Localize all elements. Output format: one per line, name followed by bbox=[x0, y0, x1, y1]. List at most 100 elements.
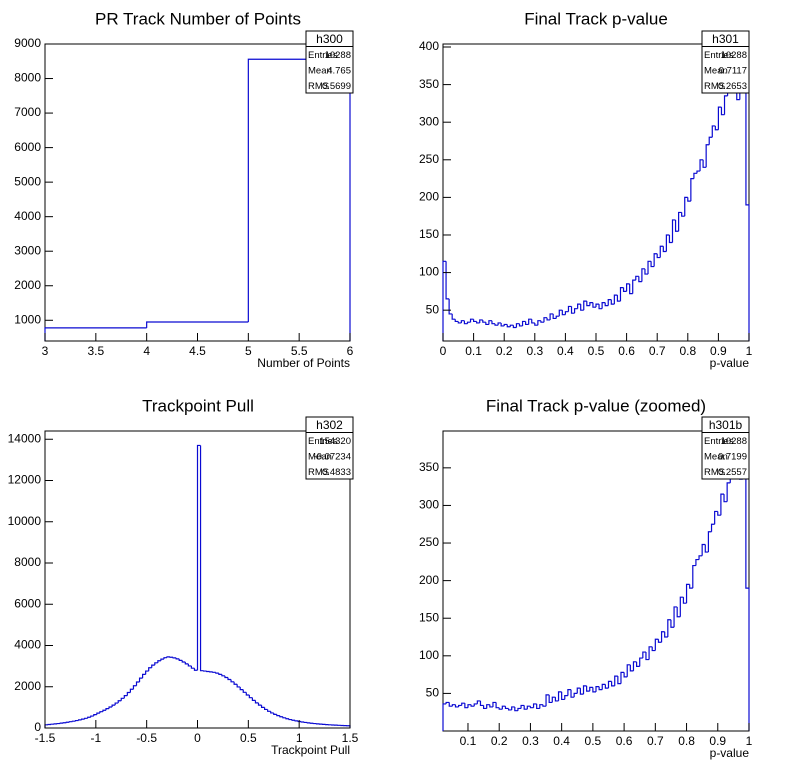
histogram-bin bbox=[639, 657, 643, 667]
y-tick-label: 14000 bbox=[8, 431, 42, 445]
histogram-bin bbox=[689, 584, 693, 589]
x-tick-label: 0.5 bbox=[588, 344, 605, 358]
histogram-bin bbox=[648, 646, 653, 660]
histogram-bin bbox=[650, 261, 655, 268]
histogram-bin bbox=[720, 107, 725, 116]
histogram-bin bbox=[678, 211, 682, 232]
stats-label: RMS bbox=[308, 467, 329, 478]
histogram-bin bbox=[705, 144, 710, 168]
y-tick-label: 6000 bbox=[14, 140, 41, 154]
histogram-bin bbox=[623, 672, 628, 678]
histogram-bin bbox=[288, 718, 293, 721]
histogram-bin bbox=[525, 321, 529, 326]
histogram-bin bbox=[546, 317, 551, 321]
histogram-bin bbox=[90, 715, 94, 718]
histogram-bin bbox=[245, 692, 250, 696]
histogram-bin bbox=[99, 711, 103, 714]
histogram-bin bbox=[531, 319, 535, 324]
histogram-bin bbox=[488, 320, 492, 325]
histogram-bin bbox=[218, 673, 222, 675]
histogram-bin bbox=[611, 681, 615, 687]
histogram-bin bbox=[520, 704, 525, 709]
y-tick-label: 7000 bbox=[14, 105, 41, 119]
histogram-bin bbox=[500, 322, 505, 327]
histogram-bin bbox=[461, 702, 465, 706]
histogram-bin bbox=[711, 125, 716, 138]
y-tick-label: 250 bbox=[419, 535, 439, 549]
histogram-bin bbox=[586, 301, 590, 307]
histogram-bin bbox=[460, 320, 465, 323]
histogram-bin bbox=[160, 658, 164, 661]
histogram-bin bbox=[696, 170, 701, 174]
histogram-bin bbox=[178, 658, 183, 661]
x-tick-label: 1 bbox=[296, 731, 303, 745]
x-tick-label: 0 bbox=[440, 344, 447, 358]
histogram-bin bbox=[567, 689, 572, 696]
x-tick-label: 0.6 bbox=[618, 344, 635, 358]
histogram-bin bbox=[570, 306, 575, 314]
x-axis-label: Trackpoint Pull bbox=[271, 743, 350, 757]
histogram-bin bbox=[638, 276, 642, 283]
y-tick-label: 100 bbox=[419, 265, 439, 279]
histogram-bin bbox=[77, 719, 82, 721]
histogram-bin bbox=[682, 597, 687, 604]
stats-box bbox=[305, 416, 354, 480]
histogram-bin bbox=[145, 670, 149, 675]
histogram-bin bbox=[635, 275, 639, 281]
histogram-bin bbox=[589, 686, 593, 692]
histogram-bin bbox=[642, 651, 646, 659]
histogram-bin bbox=[68, 721, 73, 723]
histogram-bin bbox=[616, 295, 621, 302]
histogram-bin bbox=[701, 543, 706, 556]
histogram-bin bbox=[681, 212, 685, 217]
x-axis-label: p-value bbox=[710, 746, 750, 760]
histogram-bin bbox=[532, 703, 537, 708]
histogram-bin bbox=[699, 159, 704, 172]
histogram-bin bbox=[717, 106, 722, 130]
histogram-bin bbox=[580, 304, 584, 311]
x-tick-label: 0.4 bbox=[557, 344, 574, 358]
x-axis-label: Number of Points bbox=[257, 356, 350, 370]
histogram-bin bbox=[552, 313, 557, 320]
x-axis-label: p-value bbox=[710, 356, 750, 370]
histogram-bin bbox=[154, 662, 158, 666]
histogram-bin bbox=[573, 692, 578, 698]
histogram-bin bbox=[670, 619, 675, 628]
stats-title: h301 bbox=[712, 32, 739, 46]
histogram-bin bbox=[723, 494, 728, 503]
stats-label: RMS bbox=[308, 81, 329, 92]
histogram-bin bbox=[491, 320, 496, 325]
y-tick-label: 6000 bbox=[14, 596, 41, 610]
stats-box bbox=[305, 30, 354, 94]
histogram-bin bbox=[224, 675, 228, 679]
histogram-bin bbox=[626, 664, 631, 677]
histogram-bin bbox=[172, 657, 177, 659]
x-tick-label: 0.9 bbox=[709, 734, 726, 748]
histogram-bin bbox=[282, 716, 286, 719]
histogram-bin bbox=[270, 711, 274, 714]
histogram-bin bbox=[515, 323, 520, 328]
histogram-bin bbox=[294, 720, 299, 722]
histogram-bin bbox=[692, 564, 696, 589]
histogram-bin bbox=[199, 445, 204, 672]
histogram-bin bbox=[184, 662, 189, 665]
histogram-bin bbox=[120, 697, 125, 701]
x-tick-label: 0.7 bbox=[647, 734, 664, 748]
histogram-bin bbox=[557, 691, 562, 701]
histogram-bin bbox=[111, 704, 116, 707]
histogram-bin bbox=[564, 695, 568, 700]
histogram-bin bbox=[579, 688, 584, 695]
histogram-bin bbox=[248, 695, 253, 699]
stats-box bbox=[701, 30, 750, 94]
histogram-bin bbox=[702, 159, 707, 168]
histogram-bin bbox=[685, 583, 690, 604]
histogram-bin bbox=[123, 695, 128, 699]
histogram-bin bbox=[454, 704, 459, 708]
x-tick-label: 0.8 bbox=[679, 344, 696, 358]
histogram-bin bbox=[555, 315, 560, 319]
stats-value: 0.2557 bbox=[718, 467, 747, 478]
stats-label: RMS bbox=[704, 81, 725, 92]
stats-label: Mean bbox=[308, 451, 332, 462]
stats-value: 0.7117 bbox=[719, 65, 747, 76]
